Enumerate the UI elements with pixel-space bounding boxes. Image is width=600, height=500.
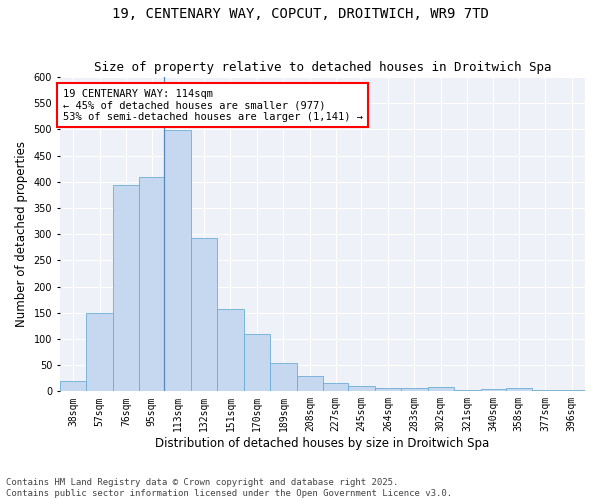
Bar <box>113 186 139 392</box>
Bar <box>481 388 506 392</box>
Bar <box>348 386 374 392</box>
Bar <box>374 388 401 392</box>
Bar <box>270 362 296 392</box>
Text: Contains HM Land Registry data © Crown copyright and database right 2025.
Contai: Contains HM Land Registry data © Crown c… <box>6 478 452 498</box>
Bar <box>139 176 164 392</box>
Bar <box>323 384 348 392</box>
Text: 19 CENTENARY WAY: 114sqm
← 45% of detached houses are smaller (977)
53% of semi-: 19 CENTENARY WAY: 114sqm ← 45% of detach… <box>62 88 362 122</box>
Bar <box>506 388 532 392</box>
Bar <box>191 238 217 392</box>
Bar <box>532 390 559 392</box>
Bar <box>164 130 191 392</box>
X-axis label: Distribution of detached houses by size in Droitwich Spa: Distribution of detached houses by size … <box>155 437 490 450</box>
Title: Size of property relative to detached houses in Droitwich Spa: Size of property relative to detached ho… <box>94 62 551 74</box>
Bar <box>217 308 244 392</box>
Bar <box>296 376 323 392</box>
Bar <box>244 334 270 392</box>
Bar <box>559 390 585 392</box>
Bar <box>428 386 454 392</box>
Text: 19, CENTENARY WAY, COPCUT, DROITWICH, WR9 7TD: 19, CENTENARY WAY, COPCUT, DROITWICH, WR… <box>112 8 488 22</box>
Bar <box>60 381 86 392</box>
Bar <box>454 390 481 392</box>
Bar <box>86 313 113 392</box>
Y-axis label: Number of detached properties: Number of detached properties <box>15 141 28 327</box>
Bar <box>401 388 428 392</box>
